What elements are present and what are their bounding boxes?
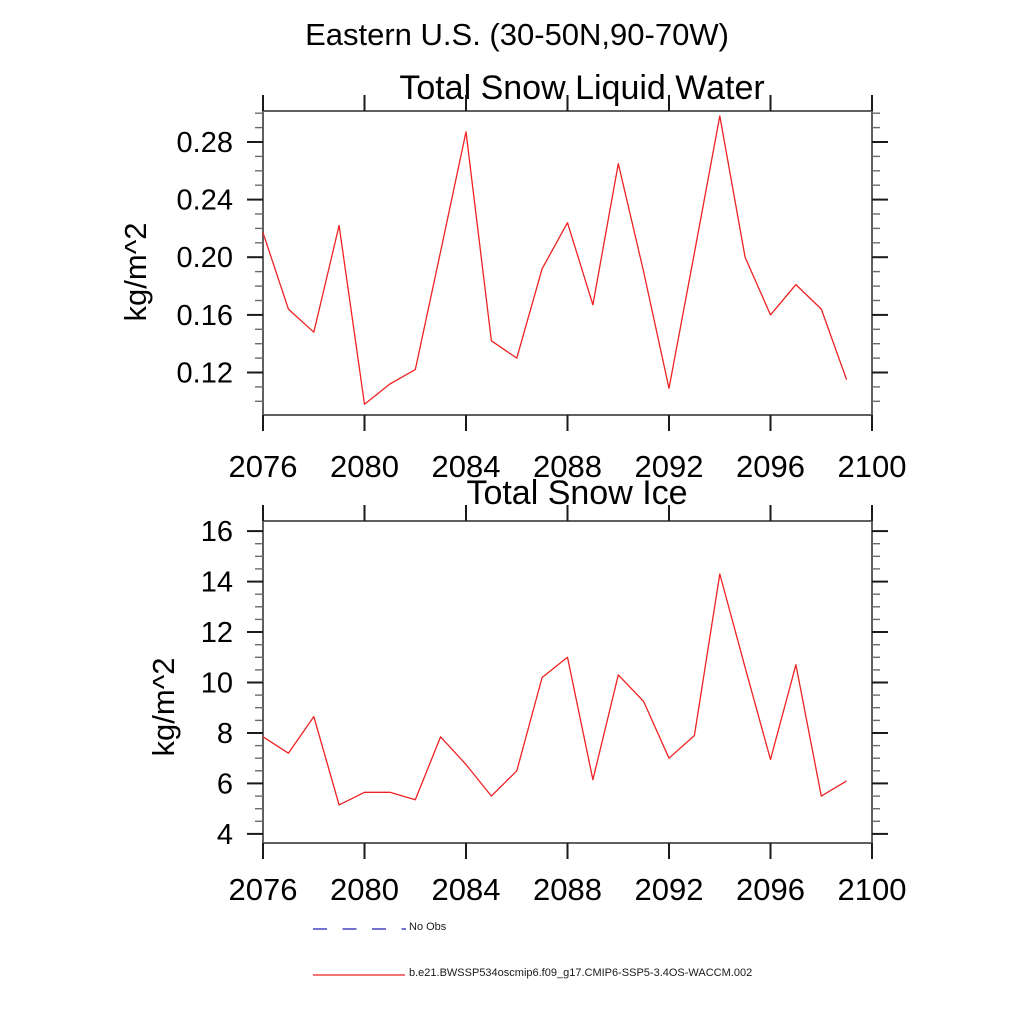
x-tick-label: 2100 bbox=[838, 872, 907, 907]
x-tick-label: 2088 bbox=[533, 449, 602, 484]
x-tick-label: 2076 bbox=[229, 449, 298, 484]
x-tick-label: 2096 bbox=[736, 872, 805, 907]
x-tick-label: 2084 bbox=[432, 449, 501, 484]
y-tick-label: 0.20 bbox=[177, 242, 233, 274]
y-tick-label: 6 bbox=[217, 768, 233, 800]
y-tick-label: 14 bbox=[201, 567, 233, 599]
legend-label-no-obs: No Obs bbox=[409, 921, 447, 933]
chart-1-plot: 2076 2080 2084 2088 2092 2096 2100 4 6 8 10 12 14 16 bbox=[201, 505, 907, 907]
main-title: Eastern U.S. (30-50N,90-70W) bbox=[305, 17, 729, 52]
chart-1-frame bbox=[262, 520, 873, 844]
x-tick-label: 2076 bbox=[229, 872, 298, 907]
x-tick-label: 2092 bbox=[635, 449, 704, 484]
x-tick-label: 2100 bbox=[838, 449, 907, 484]
x-tick-label: 2080 bbox=[330, 872, 399, 907]
x-tick-label: 2092 bbox=[635, 872, 704, 907]
y-tick-label: 0.24 bbox=[177, 185, 233, 217]
x-tick-label: 2088 bbox=[533, 872, 602, 907]
legend-label-model-run: b.e21.BWSSP534oscmip6.f09_g17.CMIP6-SSP5… bbox=[409, 967, 753, 979]
chart-0-plot: 2076 2080 2084 2088 2092 2096 2100 0.12 0.16 0.20… bbox=[177, 95, 907, 484]
y-tick-label: 10 bbox=[201, 668, 233, 700]
y-tick-label: 8 bbox=[217, 718, 233, 750]
y-tick-label: 0.16 bbox=[177, 300, 233, 332]
y-tick-label: 4 bbox=[217, 819, 233, 851]
y-tick-label: 16 bbox=[201, 516, 233, 548]
chart-0-series-line bbox=[262, 115, 848, 405]
chart-b-title: Total Snow Ice bbox=[466, 474, 688, 512]
y-tick-label: 0.28 bbox=[177, 127, 233, 159]
x-tick-label: 2096 bbox=[736, 449, 805, 484]
y-tick-label: 0.12 bbox=[177, 358, 233, 390]
chart-a-title: Total Snow Liquid Water bbox=[399, 69, 765, 107]
y-tick-label: 12 bbox=[201, 617, 233, 649]
chart-1-series-line bbox=[262, 573, 847, 806]
x-tick-label: 2084 bbox=[432, 872, 501, 907]
x-tick-label: 2080 bbox=[330, 449, 399, 484]
chart-0-frame bbox=[262, 110, 873, 416]
